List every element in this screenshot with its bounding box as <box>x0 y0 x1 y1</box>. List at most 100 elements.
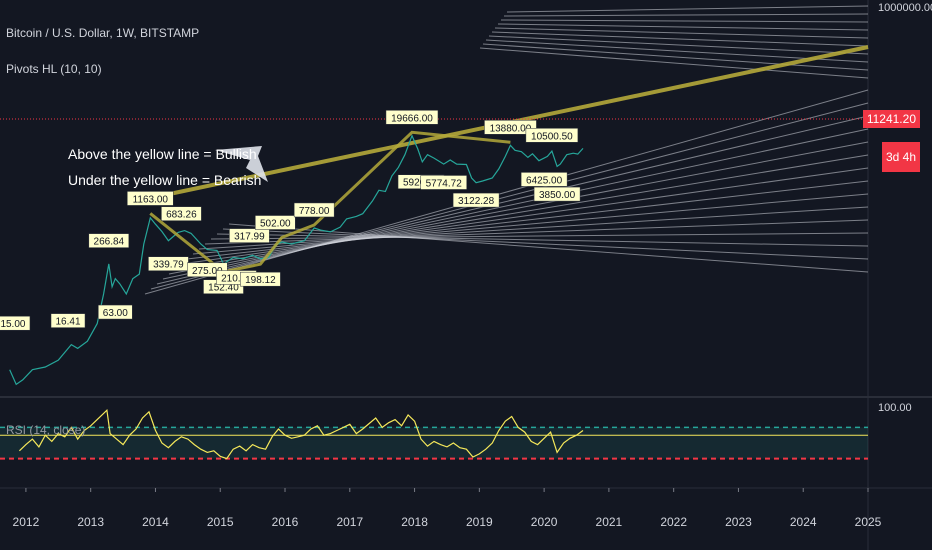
pivot-label-text: 3122.28 <box>458 196 495 207</box>
channel-line <box>192 193 869 255</box>
pivot-label: 683.26 <box>161 206 202 221</box>
channel-line <box>150 102 869 290</box>
pivot-label-text: 210.00 <box>221 274 252 285</box>
channel-line <box>503 13 869 17</box>
channel-line <box>488 35 869 55</box>
x-tick-label: 2023 <box>725 515 752 529</box>
x-tick-label: 2024 <box>790 515 817 529</box>
pivot-label-text: 19666.00 <box>391 113 433 124</box>
channel-line <box>222 228 869 260</box>
x-tick-label: 2019 <box>466 515 493 529</box>
rsi-label[interactable]: RSI (14, close) <box>6 423 86 437</box>
pivot-label-text: 63.00 <box>103 308 128 319</box>
pivot-label-text: 15.00 <box>0 319 25 330</box>
pivot-label-box <box>420 175 467 190</box>
last-price-tag: 11241.20 <box>862 110 920 128</box>
channel-line <box>162 128 869 280</box>
pivot-label-text: 1163.00 <box>133 194 169 205</box>
price-series-line <box>9 134 584 386</box>
pivot-label-text: 3850.00 <box>539 190 576 201</box>
pivot-label-box <box>452 192 500 208</box>
pivot-label-text: 6425.00 <box>526 175 563 186</box>
x-tick-label: 2018 <box>401 515 428 529</box>
channel-lines <box>0 5 869 295</box>
channel-line <box>180 167 869 265</box>
pivot-label: 6425.00 <box>520 172 568 187</box>
pivot-label: 266.84 <box>88 233 130 248</box>
pivot-label-box <box>127 191 174 206</box>
channel-line <box>494 27 869 39</box>
indicator-label[interactable]: Pivots HL (10, 10) <box>6 62 102 76</box>
axes: 2012 2013 2014 2015 2016 2017 2018 2019 2020 2021… <box>13 488 882 529</box>
rsi-axis-label: 100.00 <box>878 402 912 414</box>
pivot-label-box <box>161 206 202 221</box>
channel-line <box>479 47 869 79</box>
pivot-label: 15.00 <box>0 315 31 331</box>
pivot-label-text: 339.79 <box>153 260 184 271</box>
pivot-label-box <box>293 202 335 218</box>
pivot-label-box <box>88 233 130 248</box>
pivot-label: 778.00 <box>293 202 335 218</box>
channel-line <box>506 5 869 13</box>
rsi-indicator <box>0 408 868 460</box>
channel-line <box>228 223 869 273</box>
pivot-label-box <box>98 304 133 320</box>
pivot-label-box <box>0 315 31 331</box>
channel-line <box>210 232 869 240</box>
channel-line <box>500 19 869 23</box>
x-tick-label: 2017 <box>336 515 363 529</box>
x-tick-label: 2025 <box>855 515 882 529</box>
pivot-label-text: 152.40 <box>208 283 239 294</box>
pivot-label: 63.00 <box>98 304 133 320</box>
pivot-label-text: 266.84 <box>94 237 125 248</box>
pivot-label-box <box>240 271 281 287</box>
pivot-label: 339.79 <box>148 256 189 271</box>
pivot-label-box <box>484 120 537 135</box>
pivot-label-text: 13880.00 <box>490 123 532 134</box>
x-tick-label: 2022 <box>660 515 687 529</box>
channel-line <box>204 219 869 245</box>
x-tick-label: 2016 <box>272 515 299 529</box>
pivot-label: 198.12 <box>240 271 281 287</box>
pivot-label-text: 683.26 <box>166 210 197 221</box>
rsi-band-fill <box>0 427 868 459</box>
channel-line <box>482 43 869 71</box>
pivot-label-text: 16.41 <box>55 317 80 328</box>
channel-line <box>186 180 869 260</box>
channel-line <box>491 31 869 47</box>
channel-line <box>497 23 869 31</box>
symbol-title: Bitcoin / U.S. Dollar, 1W, BITSTAMP <box>6 26 200 40</box>
pivot-label: 1163.00 <box>127 191 174 206</box>
pivot-label-text: 502.00 <box>260 219 291 230</box>
annotation-bullish: Above the yellow line = Bullish <box>68 146 257 162</box>
channel-line <box>216 233 869 247</box>
pivot-label: 3122.28 <box>452 192 500 208</box>
pivot-label-box <box>525 128 579 143</box>
x-tick-label: 2014 <box>142 515 169 529</box>
channel-line <box>485 39 869 63</box>
pivot-label: 19666.00 <box>385 110 439 125</box>
pivot-labels: 15.00 16.41 266.84 63.00 1163.00 683.26 339.79… <box>0 110 581 331</box>
x-tick-label: 2015 <box>207 515 234 529</box>
pivot-label-box <box>533 186 581 202</box>
x-tick-label: 2012 <box>13 515 40 529</box>
x-tick-label: 2013 <box>77 515 104 529</box>
pivot-label-text: 198.12 <box>245 275 276 286</box>
channel-line <box>174 154 869 270</box>
bar-timer-tag: 3d 4h <box>881 142 920 172</box>
pivot-label-box <box>229 228 270 243</box>
channel-line <box>198 206 869 250</box>
pivot-label: 3850.00 <box>533 186 581 202</box>
pivot-label: 317.99 <box>229 228 270 243</box>
pivot-label: 16.41 <box>50 313 86 328</box>
pivot-label-box <box>255 215 296 230</box>
price-axis-top-label: 1000000.00 <box>878 2 932 14</box>
x-tick-label: 2020 <box>531 515 558 529</box>
annotation-arrow <box>215 146 268 182</box>
pivot-label-box <box>520 172 568 187</box>
pivot-label-text: 5774.72 <box>426 178 463 189</box>
pivot-label-box <box>385 110 439 125</box>
channel-line <box>168 141 869 275</box>
